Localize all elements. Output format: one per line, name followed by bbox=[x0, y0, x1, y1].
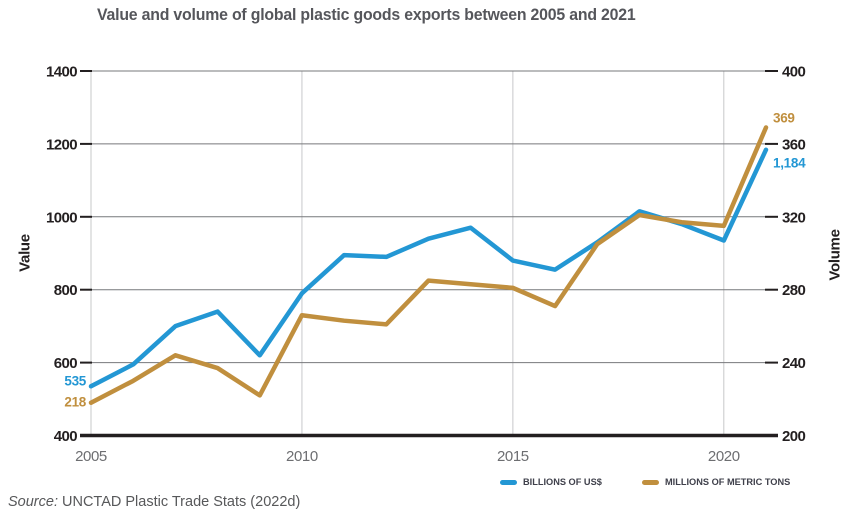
svg-text:2005: 2005 bbox=[75, 448, 107, 465]
volume-series-swatch-icon bbox=[642, 480, 660, 485]
svg-text:600: 600 bbox=[54, 355, 77, 372]
svg-text:2015: 2015 bbox=[497, 448, 529, 465]
svg-text:1400: 1400 bbox=[46, 64, 77, 81]
legend-label-volume: MILLIONS OF METRIC TONS bbox=[665, 477, 791, 488]
svg-text:400: 400 bbox=[54, 428, 77, 445]
svg-text:2020: 2020 bbox=[708, 448, 740, 465]
chart-title: Value and volume of global plastic goods… bbox=[97, 6, 636, 24]
svg-text:1200: 1200 bbox=[46, 136, 77, 153]
svg-text:218: 218 bbox=[64, 395, 86, 410]
svg-text:2010: 2010 bbox=[286, 448, 318, 465]
svg-text:200: 200 bbox=[782, 428, 805, 445]
legend-label-value: BILLIONS OF US$ bbox=[523, 477, 602, 488]
svg-text:280: 280 bbox=[782, 282, 805, 299]
svg-text:535: 535 bbox=[64, 373, 86, 388]
svg-text:240: 240 bbox=[782, 355, 805, 372]
source-text: UNCTAD Plastic Trade Stats (2022d) bbox=[62, 494, 301, 510]
svg-text:1000: 1000 bbox=[46, 209, 77, 226]
source-note: Source: UNCTAD Plastic Trade Stats (2022… bbox=[8, 494, 300, 510]
chart-legend: BILLIONS OF US$ MILLIONS OF METRIC TONS bbox=[500, 477, 794, 488]
svg-text:800: 800 bbox=[54, 282, 77, 299]
svg-text:369: 369 bbox=[773, 110, 795, 125]
legend-item-value: BILLIONS OF US$ bbox=[500, 477, 604, 488]
svg-text:320: 320 bbox=[782, 209, 805, 226]
source-label: Source: bbox=[8, 494, 58, 510]
svg-text:360: 360 bbox=[782, 136, 805, 153]
legend-item-volume: MILLIONS OF METRIC TONS bbox=[642, 477, 794, 488]
svg-text:1,184: 1,184 bbox=[773, 156, 806, 171]
svg-text:400: 400 bbox=[782, 64, 805, 81]
line-chart-plot: 400 200 600 240 800 280 1000 320 1200 360 1400 400 2… bbox=[46, 64, 806, 466]
value-series-swatch-icon bbox=[500, 480, 517, 485]
